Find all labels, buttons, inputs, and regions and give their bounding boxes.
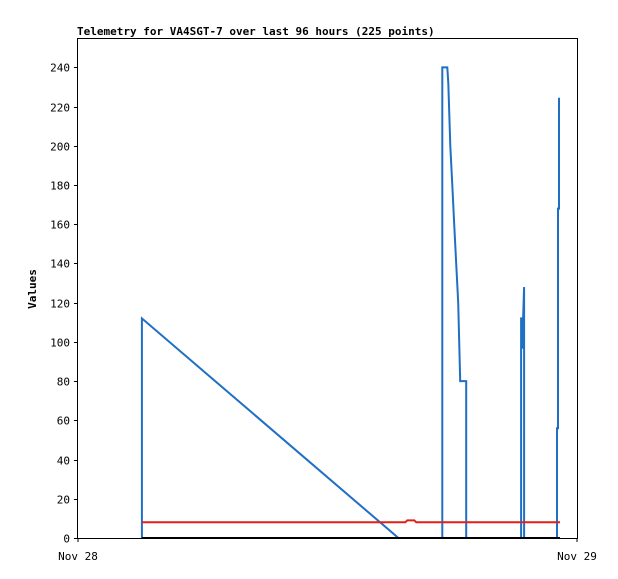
chart-title: Telemetry for VA4SGT-7 over last 96 hour… (77, 25, 435, 38)
y-tick-label-11: 220 (50, 102, 70, 115)
y-tick-label-5: 100 (50, 337, 70, 350)
y-tick-label-10: 200 (50, 141, 70, 154)
series-line-1 (141, 519, 560, 524)
x-axis-ticks: Nov 28 Nov 29 (58, 538, 597, 563)
y-axis-label: Values (26, 269, 39, 309)
x-tick-label-1: Nov 29 (557, 550, 597, 563)
y-tick-label-3: 60 (57, 415, 70, 428)
plot-area (77, 38, 578, 539)
series-layer (140, 66, 560, 539)
y-tick-label-0: 0 (63, 533, 70, 546)
y-tick-label-2: 40 (57, 455, 70, 468)
y-tick-label-12: 240 (50, 62, 70, 75)
y-tick-label-6: 120 (50, 298, 70, 311)
y-tick-label-9: 180 (50, 180, 70, 193)
y-tick-label-4: 80 (57, 376, 70, 389)
y-axis-ticks: 0 20 40 60 80 100 120 140 160 180 200 220 240 (50, 62, 78, 546)
x-tick-label-0: Nov 28 (58, 550, 98, 563)
y-tick-label-1: 20 (57, 494, 70, 507)
y-tick-label-7: 140 (50, 258, 70, 271)
y-tick-label-8: 160 (50, 219, 70, 232)
